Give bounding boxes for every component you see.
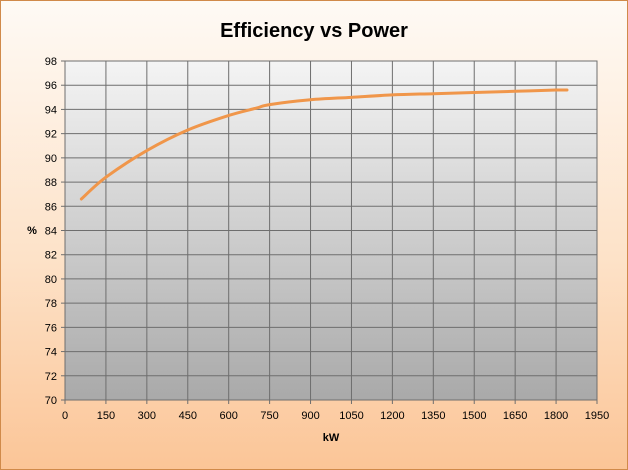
chart-title: Efficiency vs Power: [220, 20, 408, 42]
efficiency-line: [79, 88, 569, 201]
data-point: [432, 92, 435, 95]
data-point: [555, 89, 558, 92]
y-tick-label: 86: [45, 201, 57, 213]
x-tick-label: 600: [220, 410, 238, 422]
y-tick-label: 88: [45, 177, 57, 189]
data-point: [104, 176, 107, 179]
y-tick-label: 70: [45, 395, 57, 407]
gridlines: [65, 61, 597, 400]
data-point: [473, 91, 476, 94]
y-tick-label: 90: [45, 153, 57, 165]
x-tick-label: 900: [301, 410, 319, 422]
x-tick-label: 1800: [544, 410, 568, 422]
data-point: [80, 198, 83, 201]
y-tick-label: 74: [45, 347, 57, 359]
y-axis-ticks: 70 72 74 76 78 80 82 84 86 88 90 92 94 96 98: [45, 56, 65, 407]
data-point: [565, 89, 568, 92]
x-axis-label: kW: [323, 432, 340, 444]
y-tick-label: 80: [45, 274, 57, 286]
x-tick-label: 1050: [339, 410, 363, 422]
y-tick-label: 84: [45, 226, 57, 238]
x-tick-label: 300: [138, 410, 156, 422]
x-axis-ticks: 0 150 300 450 600 750 900 1050 1200 1350 1500 1650 1…: [62, 400, 609, 422]
x-tick-label: 1200: [380, 410, 404, 422]
x-tick-label: 150: [97, 410, 115, 422]
x-tick-label: 1950: [585, 410, 609, 422]
data-point: [350, 96, 353, 99]
data-point: [309, 98, 312, 101]
data-point: [254, 107, 257, 110]
x-tick-label: 750: [260, 410, 278, 422]
x-tick-label: 0: [62, 410, 68, 422]
data-point: [145, 149, 148, 152]
y-tick-label: 82: [45, 250, 57, 262]
x-tick-label: 1500: [462, 410, 486, 422]
data-point: [514, 90, 517, 93]
y-tick-label: 92: [45, 129, 57, 141]
x-tick-label: 1350: [421, 410, 445, 422]
y-axis-label: %: [27, 225, 37, 237]
data-point: [227, 114, 230, 117]
series-layer: [79, 88, 569, 201]
y-tick-label: 94: [45, 104, 57, 116]
y-tick-label: 72: [45, 371, 57, 383]
y-tick-label: 78: [45, 298, 57, 310]
data-point: [268, 103, 271, 106]
x-tick-label: 1650: [503, 410, 527, 422]
y-tick-label: 96: [45, 80, 57, 92]
y-tick-label: 76: [45, 322, 57, 334]
x-tick-label: 450: [179, 410, 197, 422]
data-point: [391, 93, 394, 96]
data-point: [186, 129, 189, 132]
y-tick-label: 98: [45, 56, 57, 68]
